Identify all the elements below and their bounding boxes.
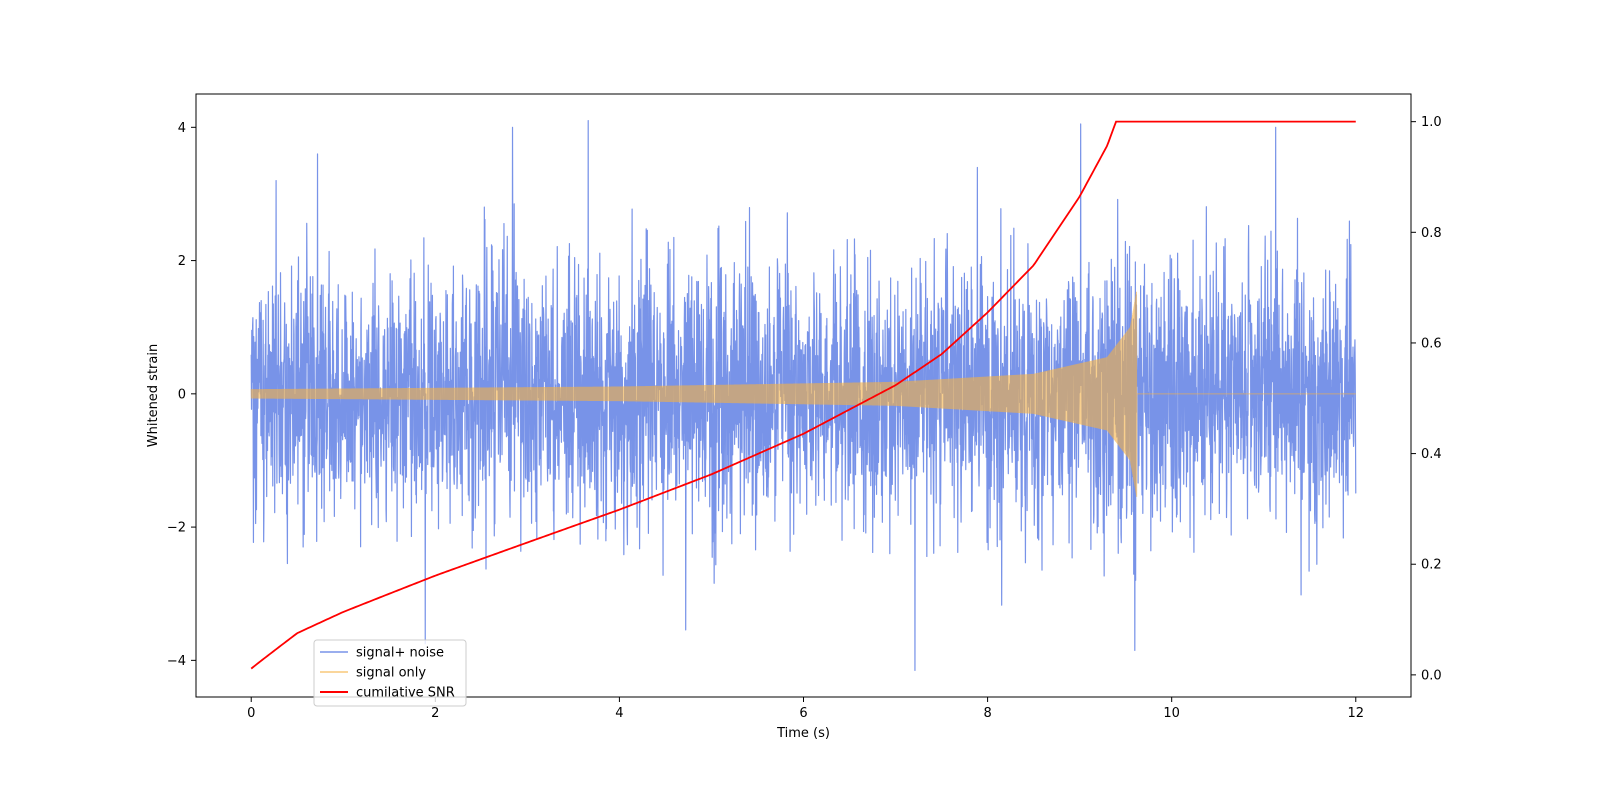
y-tick-label: 0 [178, 387, 186, 402]
axes-layer: 0 2 4 6 8 10 12 −4 −2 0 2 4 0.0 0.2 0.4 0.6 0.8 1.0 [167, 115, 1442, 721]
y-axis-label: Whitened strain [146, 344, 161, 447]
x-tick-label: 12 [1347, 706, 1364, 721]
series-cumulative-snr [250, 120, 1356, 670]
traces-layer [250, 120, 1357, 671]
x-axis-label: Time (s) [776, 726, 830, 741]
y-tick-label: −2 [167, 521, 186, 536]
y2-tick-label: 0.6 [1421, 336, 1442, 351]
y2-tick-label: 1.0 [1421, 115, 1442, 130]
legend: signal+ noise signal only cumilative SNR [313, 639, 467, 707]
legend-label: signal only [356, 666, 426, 681]
x-tick-label: 6 [799, 706, 807, 721]
y2-tick-label: 0.4 [1421, 447, 1442, 462]
series-signal-only [250, 291, 1356, 497]
legend-items: signal+ noise signal only cumilative SNR [320, 646, 455, 701]
y2-tick-label: 0.0 [1421, 668, 1442, 683]
legend-label: cumilative SNR [356, 686, 455, 701]
y2-tick-label: 0.2 [1421, 558, 1442, 573]
x-tick-label: 2 [431, 706, 439, 721]
legend-box [313, 639, 467, 707]
x-tick-label: 0 [247, 706, 255, 721]
x-tick-label: 4 [615, 706, 623, 721]
y-tick-label: 2 [178, 254, 186, 269]
y-tick-label: 4 [178, 121, 186, 136]
legend-label: signal+ noise [356, 646, 444, 661]
x-tick-label: 8 [983, 706, 991, 721]
x-tick-label: 10 [1163, 706, 1180, 721]
y2-tick-label: 0.8 [1421, 226, 1442, 241]
y-tick-label: −4 [167, 654, 186, 669]
